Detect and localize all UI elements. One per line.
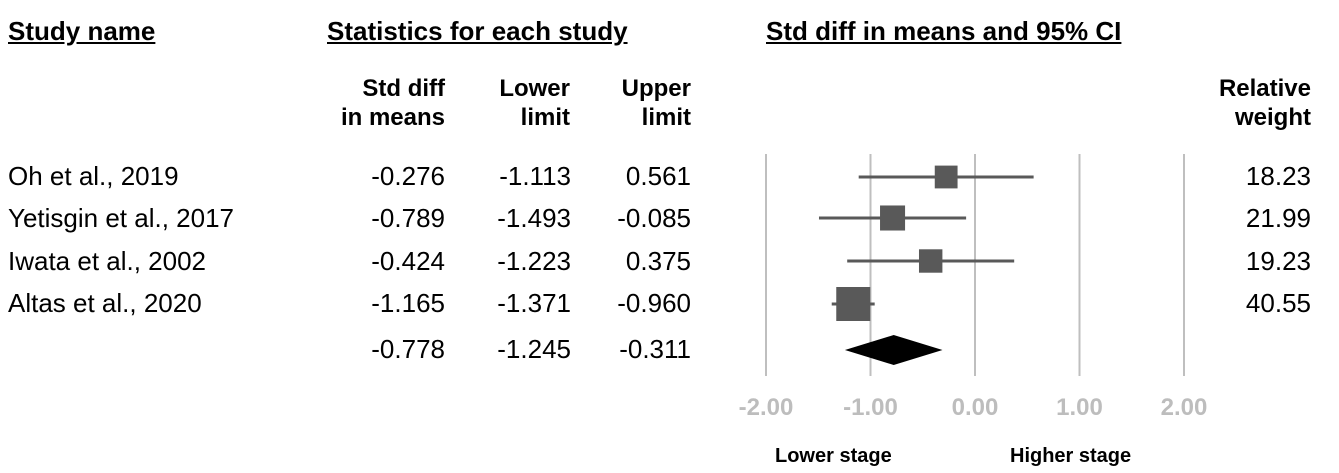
lower-limit-header-line1: Lower bbox=[499, 75, 570, 102]
x-tick-label: 2.00 bbox=[1161, 394, 1208, 421]
study-name-cell: Yetisgin et al., 2017 bbox=[8, 203, 234, 233]
relative-weight-column-header: Relative weight bbox=[1180, 74, 1311, 132]
x-tick-label: 1.00 bbox=[1056, 394, 1103, 421]
relative-weight-cell: 18.23 bbox=[1245, 161, 1311, 191]
study-marker bbox=[836, 287, 871, 321]
relative-weight-cell: 21.99 bbox=[1245, 203, 1311, 233]
lower-stage-label: Lower stage bbox=[775, 445, 892, 467]
x-tick-label: -2.00 bbox=[739, 394, 794, 421]
lower-limit-cell: -1.371 bbox=[497, 288, 571, 318]
relative-weight-cell: 19.23 bbox=[1245, 246, 1311, 276]
upper-limit-header-line2: limit bbox=[641, 104, 691, 131]
x-tick-label: -1.00 bbox=[843, 394, 898, 421]
std-diff-header-line1: Std diff bbox=[362, 75, 445, 102]
std-diff-cell: -0.789 bbox=[371, 203, 445, 233]
study-name-cell: Oh et al., 2019 bbox=[8, 161, 179, 191]
relative-weight-cell: 40.55 bbox=[1245, 288, 1311, 318]
relative-weight-header-line2: weight bbox=[1235, 104, 1311, 131]
lower-limit-column-header: Lower limit bbox=[450, 74, 570, 132]
lower-limit-header-line2: limit bbox=[520, 104, 570, 131]
upper-limit-cell: 0.561 bbox=[625, 161, 691, 191]
std-diff-column-header: Std diff in means bbox=[300, 74, 445, 132]
upper-limit-cell: 0.375 bbox=[625, 246, 691, 276]
study-name-cell: Altas et al., 2020 bbox=[8, 288, 202, 318]
lower-limit-cell: -1.223 bbox=[497, 246, 571, 276]
upper-limit-cell: -0.960 bbox=[617, 288, 691, 318]
std-diff-cell: -0.276 bbox=[371, 161, 445, 191]
summary-std-diff-cell: -0.778 bbox=[371, 334, 445, 364]
std-diff-header-line2: in means bbox=[340, 104, 445, 131]
upper-limit-header-line1: Upper bbox=[621, 75, 691, 102]
lower-limit-cell: -1.113 bbox=[499, 161, 571, 191]
study-name-cell: Iwata et al., 2002 bbox=[8, 246, 207, 276]
summary-lower-limit-cell: -1.245 bbox=[497, 334, 571, 364]
summary-upper-limit-cell: -0.311 bbox=[619, 334, 691, 364]
summary-diamond bbox=[844, 335, 943, 365]
study-marker bbox=[918, 249, 943, 273]
std-diff-cell: -0.424 bbox=[371, 246, 445, 276]
higher-stage-label: Higher stage bbox=[1010, 445, 1132, 467]
upper-limit-column-header: Upper limit bbox=[570, 74, 691, 132]
upper-limit-cell: -0.085 bbox=[617, 203, 691, 233]
statistics-header: Statistics for each study bbox=[327, 16, 628, 46]
x-tick-label: 0.00 bbox=[952, 394, 999, 421]
lower-limit-cell: -1.493 bbox=[497, 203, 571, 233]
study-marker bbox=[934, 165, 958, 189]
ci-header: Std diff in means and 95% CI bbox=[766, 16, 1122, 46]
std-diff-cell: -1.165 bbox=[371, 288, 445, 318]
study-marker bbox=[880, 205, 906, 231]
study-name-header: Study name bbox=[8, 16, 156, 46]
relative-weight-header-line1: Relative bbox=[1218, 75, 1311, 102]
